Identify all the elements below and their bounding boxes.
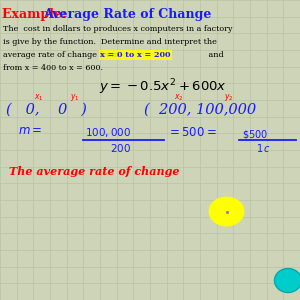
Text: $= 500 =$: $= 500 =$ (167, 126, 216, 139)
Text: $\$500$: $\$500$ (242, 128, 268, 141)
Text: Average Rate of Change: Average Rate of Change (44, 8, 212, 21)
Text: The  cost in dollars to produces x computers in a factory: The cost in dollars to produces x comput… (3, 25, 232, 33)
Text: average rate of change from: average rate of change from (3, 51, 121, 59)
Text: Example:: Example: (2, 8, 75, 21)
Text: $y_1$: $y_1$ (70, 92, 80, 104)
Ellipse shape (209, 197, 244, 226)
Text: $200$: $200$ (110, 142, 130, 154)
Text: is give by the function.  Determine and interpret the: is give by the function. Determine and i… (3, 38, 217, 46)
Text: x = 0 to x = 200: x = 0 to x = 200 (100, 51, 171, 59)
Text: (   0,    0   ): ( 0, 0 ) (6, 103, 87, 117)
Text: (  200, 100,000: ( 200, 100,000 (144, 103, 256, 117)
Ellipse shape (274, 268, 300, 292)
Text: $x_2$: $x_2$ (174, 92, 184, 103)
Text: $y = -0.5x^2 + 600x$: $y = -0.5x^2 + 600x$ (99, 77, 227, 97)
Text: $x_1$: $x_1$ (34, 92, 44, 103)
Text: from x = 400 to x = 600.: from x = 400 to x = 600. (3, 64, 103, 72)
Text: $y_2$: $y_2$ (224, 92, 233, 104)
Text: The average rate of change: The average rate of change (9, 166, 179, 177)
Text: $100,000$: $100,000$ (85, 126, 132, 139)
Text: and: and (206, 51, 223, 59)
Text: $m =$: $m =$ (18, 124, 42, 137)
Text: $1 \, c$: $1 \, c$ (256, 142, 272, 154)
